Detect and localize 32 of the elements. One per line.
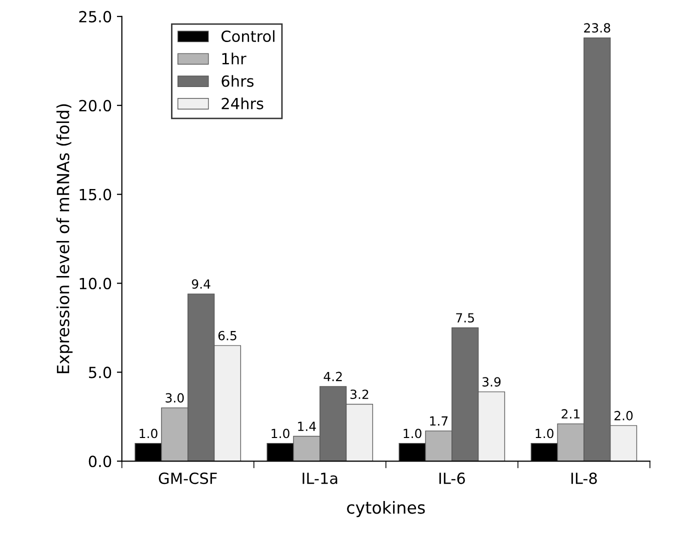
data-label: 1.0 — [404, 428, 422, 438]
y-tick-label: 20.0 — [79, 100, 112, 112]
data-label: 2.1 — [562, 409, 580, 418]
legend-label: 6hrs — [222, 75, 254, 87]
y-tick-label: 15.0 — [80, 188, 112, 200]
y-tick-label: 5.0 — [89, 366, 112, 378]
data-label: 4.2 — [324, 372, 342, 382]
x-tick-label: GM-CSF — [158, 472, 217, 484]
data-label: 1.4 — [298, 422, 316, 431]
data-label: 2.0 — [614, 410, 633, 420]
x-tick-label: IL-1a — [302, 472, 338, 484]
y-tick-label: 0.0 — [88, 456, 112, 468]
x-axis-title: cytokines — [347, 500, 425, 518]
data-label: 1.7 — [430, 416, 448, 426]
legend-label: Control — [221, 30, 274, 42]
data-label: 7.5 — [456, 313, 474, 323]
data-label: 1.0 — [140, 428, 158, 438]
data-label: 1.0 — [536, 428, 554, 438]
data-label: 1.0 — [272, 428, 290, 438]
data-label: 3.2 — [350, 390, 368, 400]
y-tick-label: 10.0 — [80, 278, 112, 290]
y-tick-label: 25.0 — [79, 10, 112, 22]
x-tick-label: IL-6 — [439, 472, 465, 484]
legend-label: 24hrs — [222, 97, 264, 110]
data-label: 9.4 — [192, 279, 210, 289]
legend-label: 1hr — [222, 52, 246, 64]
data-label: 6.5 — [218, 330, 236, 340]
data-label: 23.8 — [584, 23, 610, 33]
data-label: 3.0 — [166, 393, 184, 403]
x-tick-label: IL-8 — [571, 472, 597, 484]
data-label: 3.9 — [482, 377, 501, 387]
y-axis-title: Expression level of mRNAs (fold) — [56, 104, 73, 374]
